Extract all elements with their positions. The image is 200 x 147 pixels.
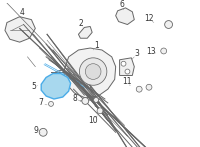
Polygon shape xyxy=(5,17,35,42)
Polygon shape xyxy=(78,26,92,38)
Text: 1: 1 xyxy=(94,41,98,50)
Text: 7: 7 xyxy=(39,98,44,107)
Circle shape xyxy=(82,97,89,104)
Text: 10: 10 xyxy=(88,116,98,125)
Polygon shape xyxy=(64,48,116,98)
Circle shape xyxy=(121,61,126,66)
Circle shape xyxy=(85,64,101,79)
Polygon shape xyxy=(41,74,71,99)
Circle shape xyxy=(165,21,173,28)
Circle shape xyxy=(146,84,152,90)
Circle shape xyxy=(79,58,107,85)
Circle shape xyxy=(39,128,47,136)
Text: 12: 12 xyxy=(144,14,154,23)
Circle shape xyxy=(125,69,130,74)
Text: 4: 4 xyxy=(19,8,24,17)
Circle shape xyxy=(97,108,103,114)
Circle shape xyxy=(49,101,53,106)
Text: 9: 9 xyxy=(34,126,39,135)
Text: 11: 11 xyxy=(123,77,132,86)
Text: 3: 3 xyxy=(135,49,140,58)
Circle shape xyxy=(161,48,167,54)
Polygon shape xyxy=(116,8,134,25)
Circle shape xyxy=(94,97,99,102)
Text: 6: 6 xyxy=(119,0,124,9)
Text: 5: 5 xyxy=(31,82,36,91)
Text: 2: 2 xyxy=(78,19,83,28)
Text: 13: 13 xyxy=(146,47,156,56)
Circle shape xyxy=(136,86,142,92)
Text: 8: 8 xyxy=(72,93,77,102)
Polygon shape xyxy=(120,58,134,75)
